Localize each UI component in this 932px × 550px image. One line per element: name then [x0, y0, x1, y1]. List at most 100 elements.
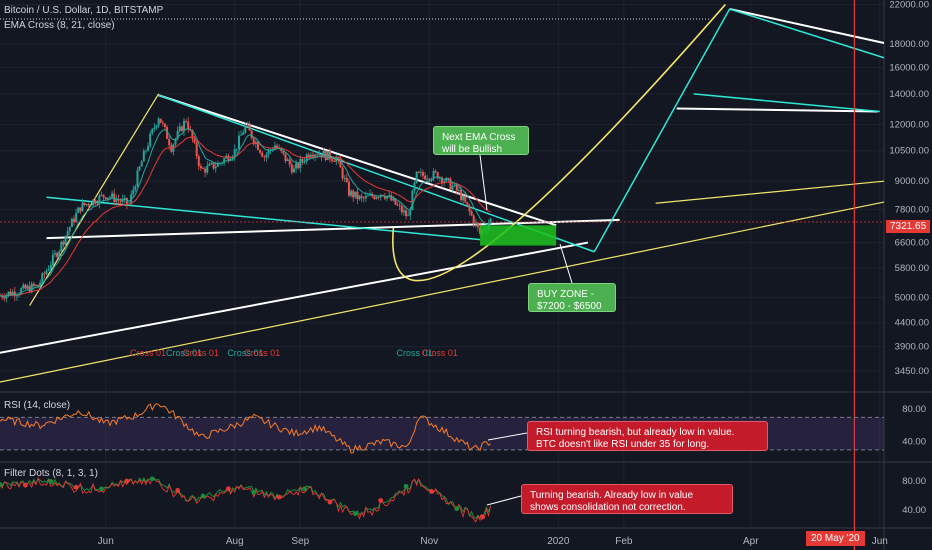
pane-line — [0, 402, 491, 454]
trendline-cyan-6 — [46, 196, 481, 241]
filter-note-line2: shows consolidation not correction. — [530, 502, 686, 513]
candle-body — [180, 126, 183, 132]
buy-zone-box — [480, 225, 557, 246]
candle-body — [320, 154, 323, 158]
candle-body — [197, 156, 200, 167]
candle-body — [331, 159, 334, 161]
price-tick-label: 6600.00 — [895, 238, 929, 249]
candle-body — [75, 213, 78, 223]
candle-body — [115, 199, 118, 203]
candle-body — [248, 124, 251, 131]
candle-body — [206, 165, 209, 173]
candle-body — [276, 145, 279, 148]
filter-dot — [48, 479, 54, 484]
candle-body — [66, 231, 69, 236]
candle-body — [343, 177, 346, 179]
filter-dot — [0, 482, 3, 487]
candle-body — [290, 164, 293, 173]
candle-body — [227, 155, 230, 161]
candle-body — [244, 124, 247, 133]
pane-tick-label: 80.00 — [902, 476, 926, 487]
cross-label: Cross 01 — [244, 348, 280, 358]
candle-body — [415, 171, 418, 183]
trendline-yellow-11 — [655, 180, 885, 204]
candle-body — [339, 159, 342, 168]
filter-dots-pane: 80.00 40.00 — [0, 476, 926, 523]
time-tick-label: Nov — [420, 536, 438, 547]
candle-body — [246, 124, 249, 126]
pane-tick-label: 80.00 — [902, 404, 926, 415]
candle-body — [352, 190, 355, 198]
candle-body — [166, 127, 169, 139]
candle-body — [96, 203, 99, 205]
candle-body — [466, 202, 469, 206]
candle-body — [396, 204, 399, 206]
candle-body — [407, 215, 410, 217]
candle-body — [153, 127, 156, 129]
candle-body — [22, 284, 25, 289]
candle-body — [223, 158, 226, 163]
filter-dot — [302, 486, 307, 492]
candle-body — [282, 151, 285, 154]
cross-label: Cross 01 — [396, 348, 432, 358]
candle-body — [185, 120, 188, 122]
filter-pane-label: Filter Dots (8, 1, 3, 1) — [4, 468, 98, 479]
candle-body — [286, 159, 289, 161]
filter-dot — [403, 483, 409, 489]
candle-body — [257, 142, 260, 150]
candle-body — [394, 198, 397, 205]
candle-body — [462, 195, 465, 201]
candle-body — [151, 128, 154, 134]
candle-body — [174, 138, 177, 145]
candle-body — [51, 254, 54, 266]
price-tick-label: 22000.00 — [889, 0, 929, 10]
candle-body — [328, 150, 331, 160]
candle-body — [117, 199, 120, 201]
ema-cross-line2: will be Bullish — [442, 144, 503, 155]
candle-body — [295, 163, 298, 169]
candle-body — [428, 178, 431, 181]
candle-body — [106, 197, 109, 200]
pane-tick-label: 40.00 — [902, 437, 926, 448]
candle-body — [208, 163, 211, 166]
filter-dot — [251, 490, 257, 495]
filter-dot — [352, 511, 358, 517]
candle-body — [402, 210, 405, 213]
price-tick-label: 9000.00 — [895, 176, 929, 187]
candle-body — [9, 291, 12, 296]
candle-body — [168, 138, 171, 146]
candle-body — [140, 161, 143, 167]
candle-body — [309, 154, 312, 158]
chart-title: Bitcoin / U.S. Dollar, 1D, BITSTAMP — [4, 5, 164, 16]
candle-body — [392, 198, 395, 201]
candle-body — [421, 172, 424, 176]
candle-body — [212, 162, 215, 169]
candle-body — [161, 122, 164, 124]
filter-dot — [99, 486, 104, 492]
candle-body — [468, 205, 471, 212]
filter-dot — [454, 506, 460, 512]
candle-body — [191, 129, 194, 139]
pane-line-signal — [0, 476, 492, 523]
candle-body — [11, 291, 14, 296]
candle-body — [464, 195, 467, 203]
candle-body — [316, 154, 319, 156]
projection-curve — [392, 3, 726, 282]
candle-body — [341, 167, 344, 179]
candle-body — [182, 120, 185, 132]
price-tick-label: 5000.00 — [895, 292, 929, 303]
trendline-cyan-8 — [729, 8, 885, 59]
filter-dot — [124, 478, 130, 484]
candle-body — [49, 265, 52, 270]
ema-fast-line — [0, 128, 491, 298]
candle-body — [104, 197, 107, 200]
candle-body — [68, 227, 71, 232]
candle-body — [147, 146, 150, 151]
filter-dot — [276, 494, 282, 500]
candle-body — [373, 196, 376, 199]
candle-body — [432, 171, 435, 179]
pane-line — [0, 477, 492, 519]
candle-body — [89, 205, 92, 207]
